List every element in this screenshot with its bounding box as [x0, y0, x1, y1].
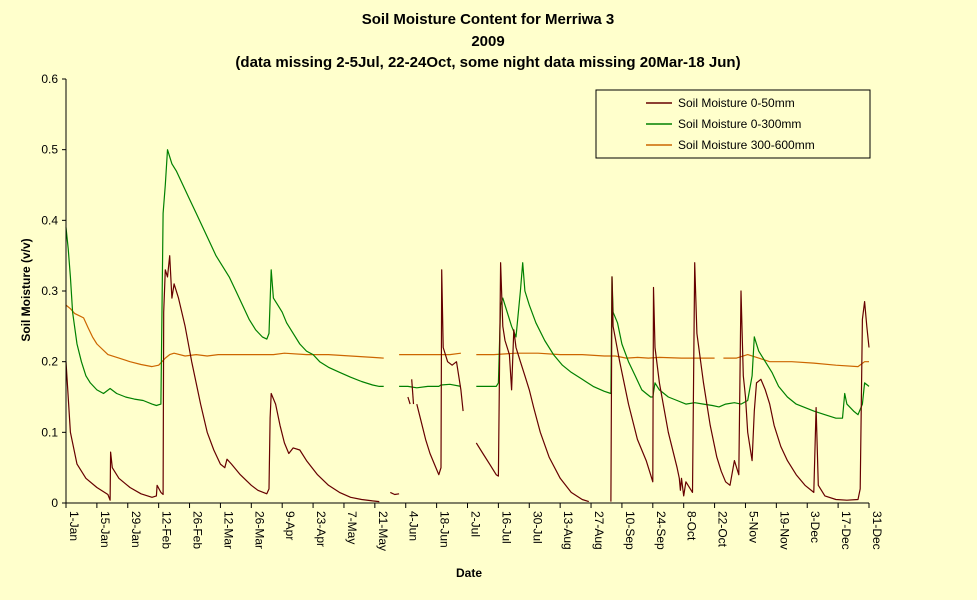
chart-subtitle: 2009 [471, 33, 504, 50]
x-tick-label: 21-May [376, 511, 390, 551]
x-tick-label: 13-Aug [561, 511, 575, 550]
x-tick-label: 27-Aug [592, 511, 606, 550]
x-tick-label: 17-Dec [839, 511, 853, 550]
x-tick-label: 2-Jul [469, 511, 483, 537]
series-line-segment [399, 352, 461, 356]
x-tick-label: 15-Jan [98, 511, 112, 548]
x-tick-label: 19-Nov [777, 511, 791, 550]
x-tick-label: 12-Mar [221, 511, 235, 549]
x-tick-label: 31-Dec [870, 511, 884, 550]
series-line-segment [416, 269, 464, 476]
x-tick-label: 1-Jan [67, 511, 81, 541]
plot-layer [65, 149, 870, 503]
y-tick-label: 0 [51, 496, 58, 510]
y-tick-label: 0.5 [41, 143, 58, 157]
x-axis-label: Date [456, 566, 482, 580]
x-tick-label: 9-Apr [283, 511, 297, 540]
series-line-segment [407, 396, 411, 405]
series-line-segment [610, 262, 870, 502]
series-line-segment [723, 354, 869, 368]
x-tick-label: 4-Jun [407, 511, 421, 541]
x-tick-label: 12-Feb [160, 511, 174, 549]
series-line-segment [411, 379, 415, 405]
x-tick-label: 3-Dec [808, 511, 822, 543]
chart-subtitle-2: (data missing 2-5Jul, 22-24Oct, some nig… [235, 54, 740, 71]
x-tick-label: 10-Sep [623, 511, 637, 550]
x-tick-label: 16-Jul [499, 511, 513, 544]
y-axis-label: Soil Moisture (v/v) [19, 238, 33, 341]
x-tick-label: 8-Oct [685, 511, 699, 541]
series-line-segment [476, 262, 870, 419]
x-tick-label: 7-May [345, 511, 359, 544]
x-tick-label: 30-Jul [530, 511, 544, 544]
series-line-segment [475, 262, 589, 503]
legend: Soil Moisture 0-50mm Soil Moisture 0-300m… [595, 89, 871, 159]
x-tick-label: 18-Jun [438, 511, 452, 548]
x-tick-label: 22-Oct [716, 511, 730, 548]
legend-entry: Soil Moisture 0-300mm [678, 117, 801, 131]
x-tick-label: 26-Mar [252, 511, 266, 549]
legend-entry: Soil Moisture 300-600mm [678, 138, 815, 152]
y-tick-label: 0.1 [41, 425, 58, 439]
x-tick-label: 23-Apr [314, 511, 328, 547]
axes-layer: 0 0.1 0.2 0.3 0.4 0.5 0.6 1-Jan 15-Jan 29-Jan 12-F… [41, 72, 884, 551]
series-line-segment [476, 352, 715, 359]
y-tick-label: 0.2 [41, 355, 58, 369]
x-tick-label: 29-Jan [129, 511, 143, 548]
x-tick-label: 26-Feb [191, 511, 205, 549]
series-2 [65, 304, 869, 368]
series-line-segment [390, 491, 400, 496]
x-tick-label: 24-Sep [654, 511, 668, 550]
y-tick-label: 0.3 [41, 284, 58, 298]
y-tick-label: 0.4 [41, 213, 58, 227]
series-line-segment [65, 304, 384, 368]
legend-box [595, 89, 871, 159]
series-line-segment [65, 149, 384, 407]
series-0 [65, 255, 870, 503]
x-tick-label: 5-Nov [746, 511, 760, 543]
series-1 [65, 149, 870, 419]
chart-title: Soil Moisture Content for Merriwa 3 [362, 11, 615, 28]
series-line-segment [399, 383, 462, 389]
series-line-segment [65, 255, 380, 503]
legend-entry: Soil Moisture 0-50mm [678, 96, 795, 110]
y-tick-label: 0.6 [41, 72, 58, 86]
